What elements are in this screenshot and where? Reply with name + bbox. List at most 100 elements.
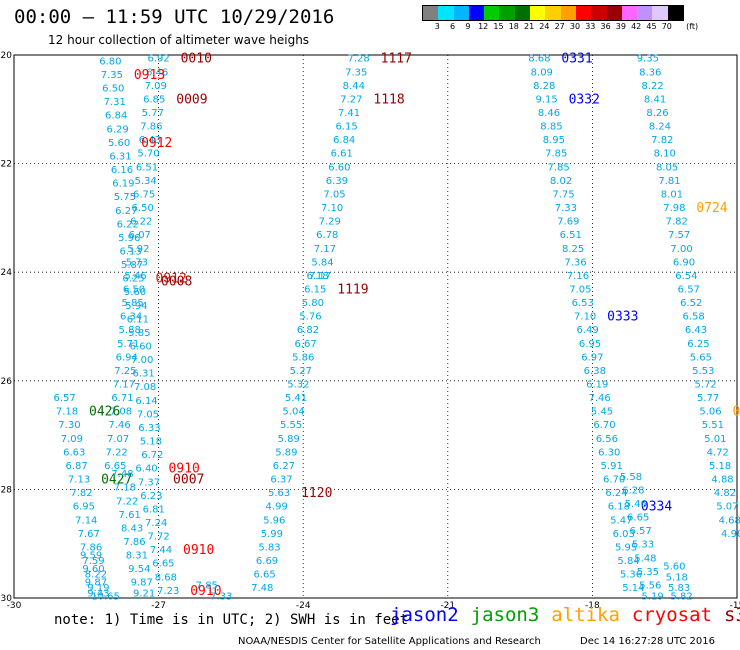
- swh-value: 9.19: [87, 583, 109, 594]
- swh-value: 7.67: [78, 529, 100, 540]
- swh-value: 6.65: [254, 570, 276, 581]
- swh-value: 6.25: [687, 339, 709, 350]
- swh-value: 5.88: [119, 325, 141, 336]
- swh-value: 6.92: [147, 54, 169, 65]
- swh-value: 5.87: [121, 260, 143, 271]
- swh-value: 5.85: [128, 328, 150, 339]
- colorbar-swatch: [591, 6, 607, 20]
- swh-value: 6.43: [685, 325, 707, 336]
- swh-value: 9.43: [87, 589, 109, 600]
- x-tick-label: -27: [151, 601, 166, 611]
- pass-time-label: 0333: [607, 310, 638, 325]
- swh-value: 5.18: [140, 437, 162, 448]
- swh-value: 5.84: [311, 257, 333, 268]
- swh-value: 6.63: [63, 447, 85, 458]
- colorbar-unit: (ft): [686, 22, 699, 31]
- swh-value: 5.04: [282, 407, 304, 418]
- swh-value: 8.68: [528, 54, 550, 65]
- swh-value: 7.44: [150, 545, 172, 556]
- plot-frame: [13, 54, 738, 599]
- swh-value: 7.48: [251, 583, 273, 594]
- satellite-s3a: s3a: [724, 604, 740, 626]
- swh-value: 5.86: [292, 352, 314, 363]
- pass-time-label: 0331: [561, 52, 592, 67]
- swh-value: 5.76: [299, 312, 321, 323]
- swh-value: 5.85: [121, 298, 143, 309]
- swh-value: 5.46: [625, 499, 647, 510]
- colorbar-swatch: [652, 6, 668, 20]
- swh-value: 6.97: [581, 352, 603, 363]
- satellite-altika: altika: [551, 604, 620, 626]
- swh-value: 6.43: [139, 135, 161, 146]
- colorbar-label: 12: [478, 22, 489, 31]
- swh-value: 6.50: [102, 84, 124, 95]
- swh-value: 6.19: [586, 380, 608, 391]
- colorbar-swatch: [423, 6, 439, 20]
- swh-value: 8.41: [644, 94, 666, 105]
- chart-subtitle: 12 hour collection of altimeter wave hei…: [48, 33, 310, 47]
- satellite-legend: jason2 jason3 altika cryosat s3a: [390, 604, 740, 626]
- swh-value: 10.65: [91, 591, 120, 602]
- swh-value: 6.30: [598, 447, 620, 458]
- swh-value: 7.10: [321, 203, 343, 214]
- x-tick-label: -18: [585, 601, 600, 611]
- swh-value: 6.50: [132, 203, 154, 214]
- colorbar: [422, 5, 685, 21]
- swh-value: 5.70: [137, 149, 159, 160]
- swh-value: 6.22: [130, 217, 152, 228]
- swh-value: 6.82: [297, 325, 319, 336]
- swh-value: 6.67: [294, 339, 316, 350]
- swh-value: 9.35: [637, 54, 659, 65]
- swh-value: 8.09: [531, 67, 553, 78]
- swh-value: 6.31: [109, 151, 131, 162]
- swh-value: 4.82: [714, 488, 736, 499]
- swh-value: 7.81: [658, 176, 680, 187]
- swh-value: 7.27: [340, 94, 362, 105]
- swh-value: 7.37: [138, 477, 160, 488]
- swh-value: 7.59: [82, 556, 104, 567]
- swh-value: 6.70: [593, 420, 615, 431]
- swh-value: 4.72: [707, 447, 729, 458]
- swh-value: 6.65: [627, 513, 649, 524]
- swh-value: 6.87: [66, 461, 88, 472]
- swh-value: 5.71: [117, 339, 139, 350]
- swh-value: 5.01: [704, 434, 726, 445]
- swh-value: 6.19: [112, 179, 134, 190]
- y-tick-label: -20: [0, 51, 12, 61]
- swh-value: 7.86: [80, 542, 102, 553]
- y-tick-label: -22: [0, 160, 12, 170]
- swh-value: 6.52: [680, 298, 702, 309]
- swh-value: 8.10: [654, 149, 676, 160]
- swh-value: 6.46: [146, 67, 168, 78]
- swh-value: 7.33: [210, 591, 232, 602]
- swh-value: 8.22: [642, 81, 664, 92]
- colorbar-label: 70: [661, 22, 672, 31]
- swh-value: 7.14: [75, 515, 97, 526]
- swh-value: 5.65: [690, 352, 712, 363]
- pass-time-label: 0426: [89, 405, 120, 420]
- swh-value: 5.18: [666, 572, 688, 583]
- swh-value: 7.31: [104, 97, 126, 108]
- swh-value: 6.15: [304, 284, 326, 295]
- swh-value: 5.27: [290, 366, 312, 377]
- swh-value: 4.68: [719, 515, 740, 526]
- swh-value: 7.07: [107, 434, 129, 445]
- swh-value: 7.86: [123, 537, 145, 548]
- colorbar-label: 6: [450, 22, 456, 31]
- swh-value: 7.22: [106, 447, 128, 458]
- pass-time-label: 0332: [569, 92, 600, 107]
- swh-value: 5.89: [278, 434, 300, 445]
- swh-value: 9.87: [85, 578, 107, 589]
- colorbar-label: 33: [585, 22, 596, 31]
- swh-value: 6.71: [111, 393, 133, 404]
- swh-value: 6.61: [331, 149, 353, 160]
- swh-value: 6.65: [104, 461, 126, 472]
- swh-value: 8.85: [540, 122, 562, 133]
- pass-time-label: 0427: [101, 473, 132, 488]
- swh-value: 7.36: [564, 257, 586, 268]
- swh-value: 6.85: [143, 94, 165, 105]
- swh-value: 9.54: [128, 564, 150, 575]
- colorbar-swatch: [530, 6, 546, 20]
- swh-value: 6.51: [560, 230, 582, 241]
- swh-value: 6.31: [133, 369, 155, 380]
